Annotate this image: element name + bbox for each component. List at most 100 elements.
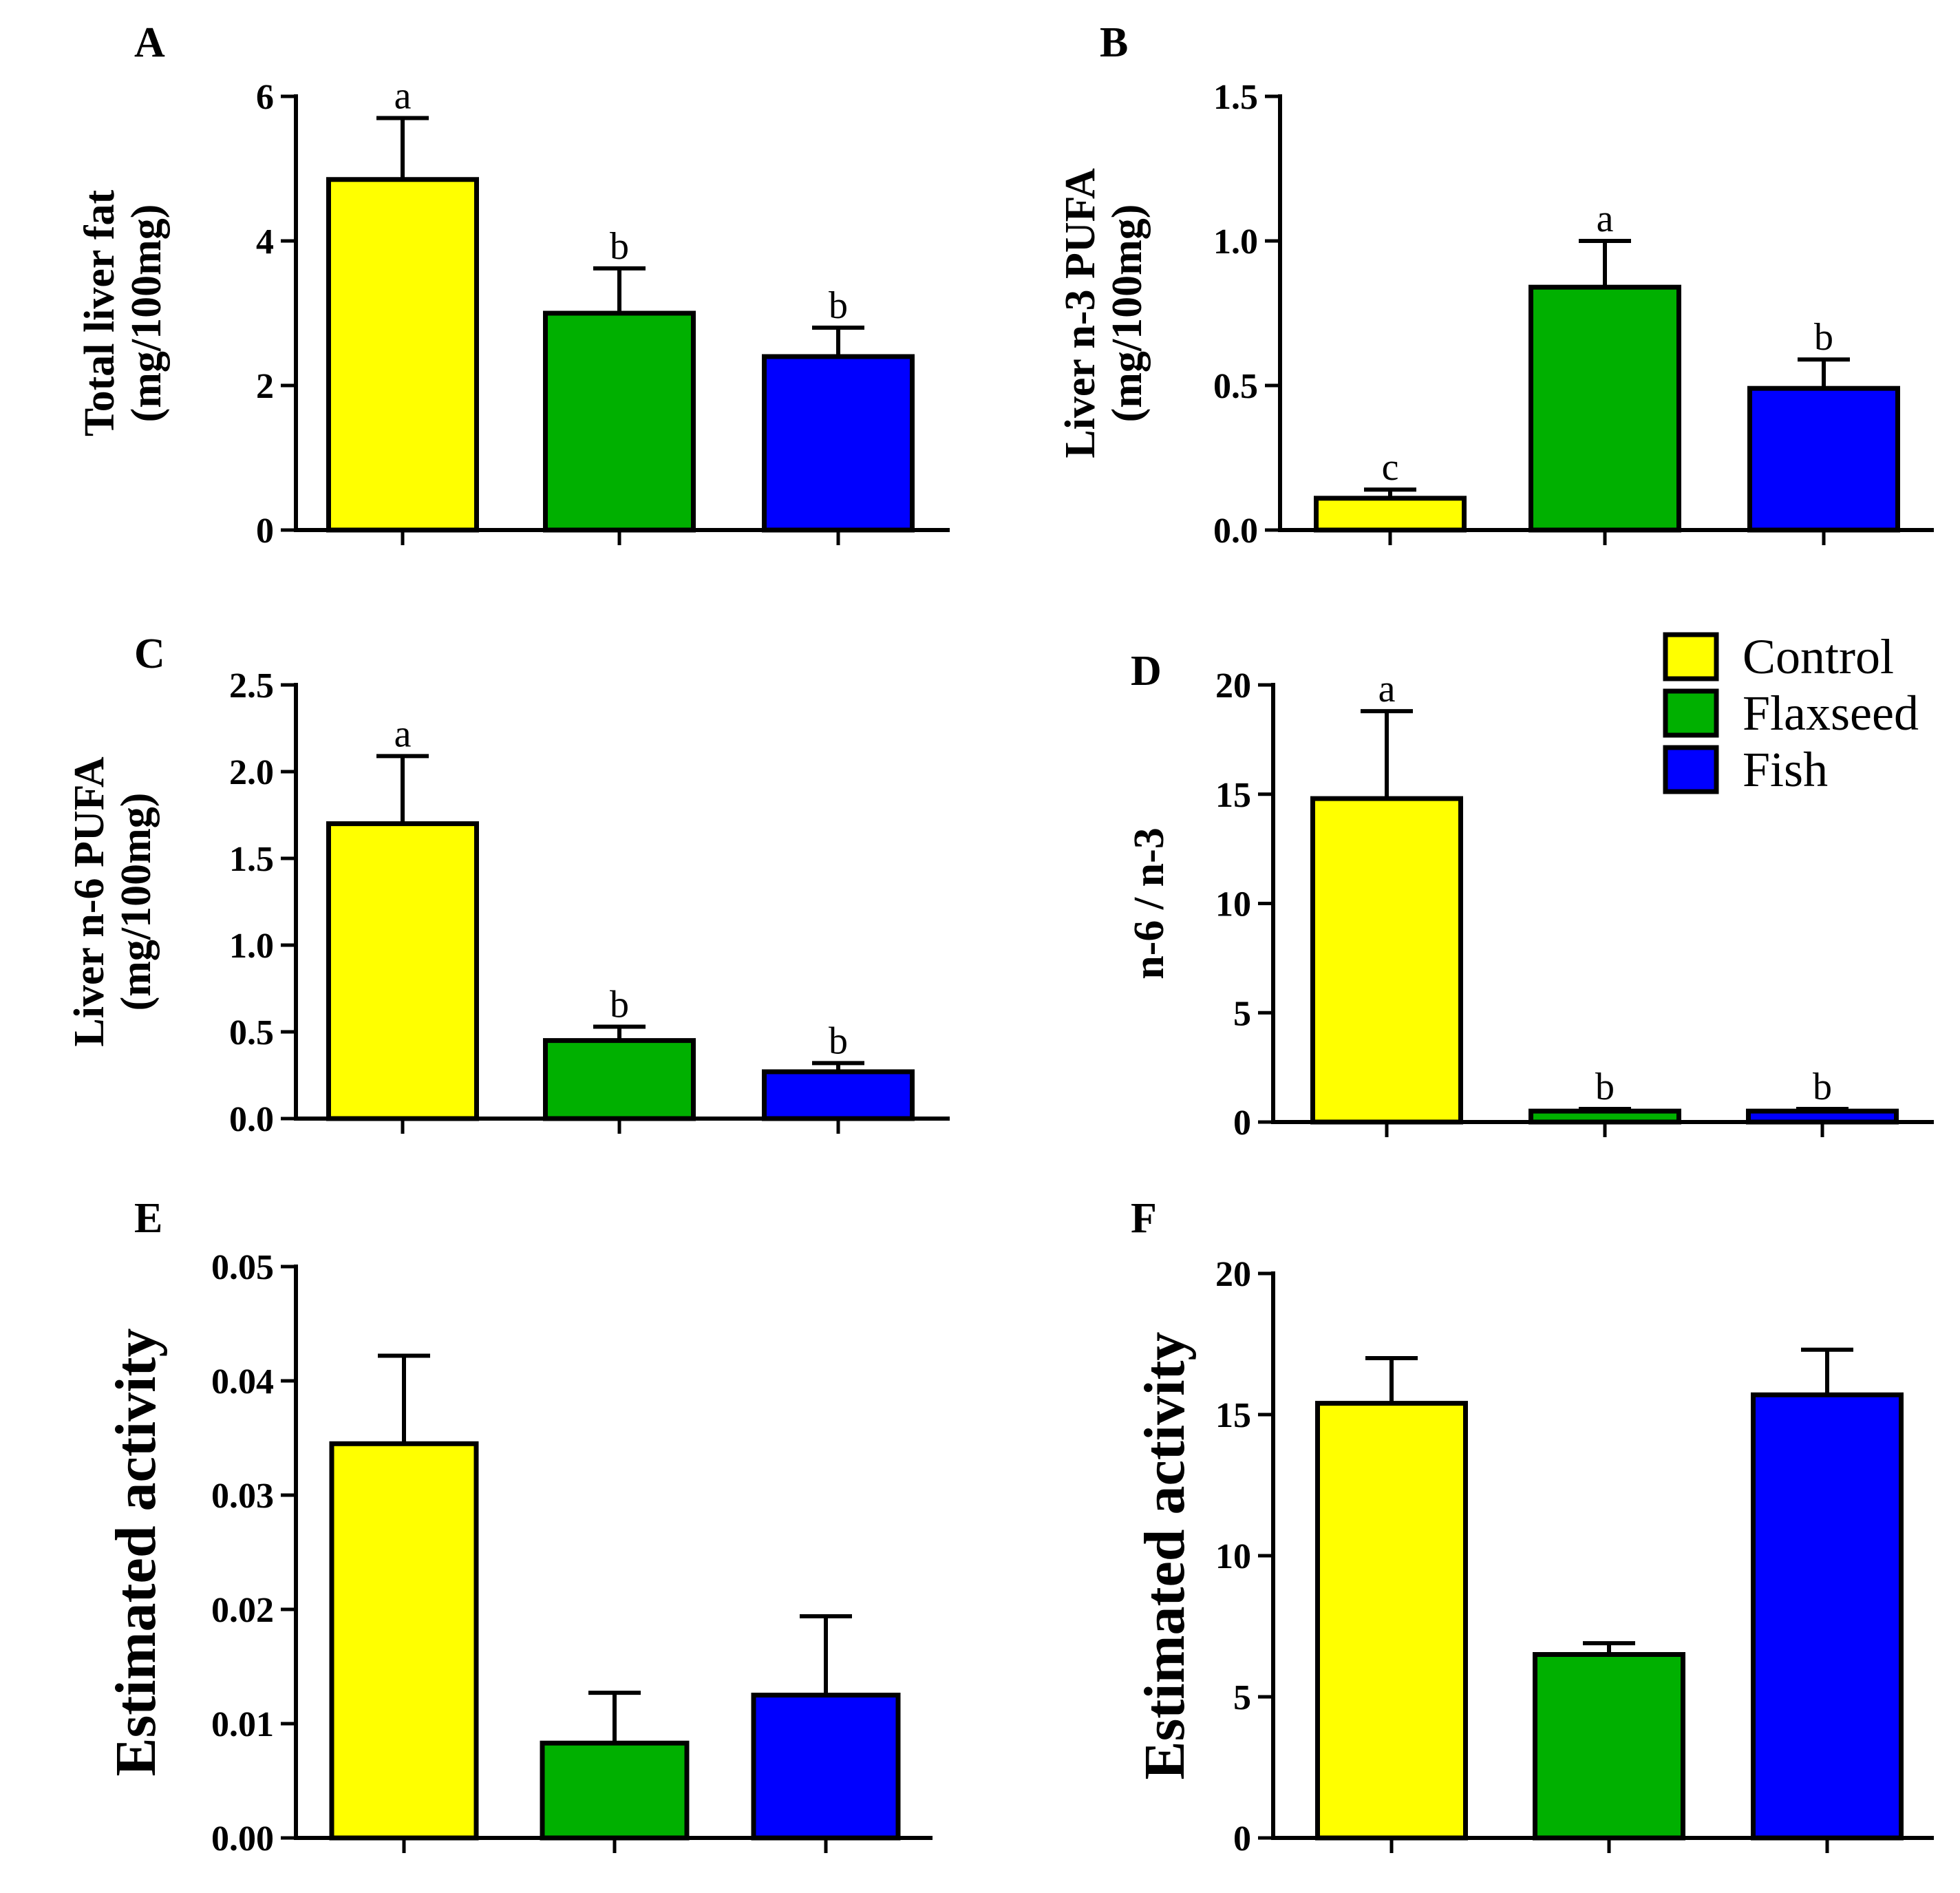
legend-label: Flaxseed — [1743, 686, 1919, 741]
panel-letter: F — [1131, 1195, 1157, 1242]
panel-letter: B — [1100, 19, 1128, 66]
chart-panel-c: Ca b b 0.0 0.5 1.0 1.5 2.0 2.5 Liver n-6 PUFA(mg/… — [66, 631, 950, 1139]
error-bar-flaxseed — [1579, 1106, 1631, 1112]
bar-fish — [762, 354, 915, 533]
y-tick-label: 10 — [1215, 885, 1251, 924]
bar-control — [1310, 796, 1463, 1125]
bar-control — [1315, 1401, 1468, 1841]
significance-letter: b — [610, 225, 629, 268]
error-bar-fish — [812, 1061, 864, 1072]
error-bar-fish — [812, 326, 864, 357]
y-tick-label: 1.0 — [229, 927, 274, 966]
y-axis-label-line: Liver n-6 PUFA — [66, 757, 113, 1047]
y-tick-label: 5 — [1233, 1678, 1251, 1717]
y-tick-label: 0.5 — [1213, 367, 1258, 406]
y-tick-label: 0.01 — [211, 1705, 274, 1744]
significance-letter: b — [829, 284, 848, 327]
y-tick-label: 5 — [1233, 994, 1251, 1033]
significance-letter: a — [1597, 198, 1614, 240]
y-axis-label-line: (mg/100mg) — [1104, 204, 1151, 423]
y-axis-label-line: (mg/100mg) — [113, 793, 160, 1011]
significance-letter: b — [1814, 316, 1833, 359]
y-axis-label-line: (mg/100mg) — [123, 204, 170, 423]
bar-flaxseed — [543, 310, 696, 533]
chart-panel-e: E 0.00 0.01 0.02 0.03 0.04 0.05 Estimated activ… — [104, 1195, 933, 1859]
bar-flaxseed — [1528, 284, 1681, 533]
y-tick-label: 15 — [1215, 1396, 1251, 1435]
y-tick-label: 0 — [256, 511, 274, 551]
error-bar-control — [1365, 1356, 1418, 1404]
y-tick-label: 1.5 — [229, 840, 274, 879]
error-bar-control — [1361, 709, 1413, 799]
y-tick-label: 2.5 — [229, 666, 274, 706]
y-tick-label: 0 — [1233, 1103, 1251, 1143]
bar-fish — [762, 1069, 915, 1121]
y-tick-label: 1.5 — [1213, 78, 1258, 117]
y-tick-label: 0.05 — [211, 1248, 274, 1287]
error-bar-control — [378, 1353, 430, 1444]
y-axis-label: n-6 / n-3 — [1126, 827, 1173, 979]
error-bar-fish — [1801, 1347, 1853, 1395]
error-bar-fish — [1796, 1106, 1849, 1112]
error-bar-control — [1364, 487, 1416, 498]
chart-panel-f: F 0 5 10 15 20 Estimated activity — [1131, 1195, 1934, 1859]
y-axis-label-line: Total liver fat — [76, 190, 123, 437]
y-axis-label-line: Liver n-3 PUFA — [1057, 168, 1104, 458]
panel-letter: A — [134, 19, 165, 66]
error-bar-flaxseed — [1579, 239, 1631, 288]
bar-flaxseed — [543, 1038, 696, 1121]
y-tick-label: 6 — [256, 78, 274, 117]
legend-label: Control — [1743, 629, 1894, 684]
bar-control — [1314, 496, 1467, 533]
y-tick-label: 20 — [1215, 666, 1251, 706]
error-bar-control — [376, 754, 429, 824]
significance-letter: b — [829, 1019, 848, 1062]
y-tick-label: 20 — [1215, 1255, 1251, 1294]
legend-swatch — [1663, 745, 1719, 794]
error-bar-flaxseed — [1583, 1641, 1635, 1655]
y-tick-label: 0.00 — [211, 1819, 274, 1859]
significance-letter: a — [394, 75, 412, 118]
legend-item-fish: Fish — [1663, 742, 1828, 797]
y-tick-label: 0.0 — [1213, 511, 1258, 551]
y-tick-label: 1.0 — [1213, 222, 1258, 262]
error-bar-flaxseed — [593, 1024, 646, 1041]
error-bar-flaxseed — [588, 1691, 641, 1744]
error-bar-flaxseed — [593, 266, 646, 313]
y-axis-label: Estimated activity — [1133, 1332, 1197, 1780]
legend-item-flaxseed: Flaxseed — [1663, 686, 1919, 741]
bar-control — [329, 1441, 479, 1841]
bar-fish — [751, 1693, 901, 1841]
panel-letter: D — [1131, 648, 1162, 695]
bar-control — [326, 821, 479, 1121]
y-tick-label: 2 — [256, 367, 274, 406]
significance-letter: c — [1382, 446, 1399, 489]
legend-swatch — [1663, 688, 1719, 738]
significance-letter: b — [610, 983, 629, 1026]
significance-letter: a — [394, 712, 412, 755]
y-tick-label: 0.02 — [211, 1591, 274, 1630]
legend-item-control: Control — [1663, 629, 1894, 684]
bar-flaxseed — [540, 1740, 690, 1841]
significance-letter: b — [1813, 1066, 1832, 1108]
y-tick-label: 0.5 — [229, 1013, 274, 1053]
y-axis-label: Liver n-6 PUFA(mg/100mg) — [66, 757, 160, 1047]
y-axis-label: Liver n-3 PUFA(mg/100mg) — [1057, 168, 1151, 458]
bar-flaxseed — [1533, 1652, 1685, 1841]
bar-fish — [1751, 1392, 1904, 1841]
significance-letter: a — [1378, 668, 1396, 710]
y-axis-label: Total liver fat(mg/100mg) — [76, 190, 170, 437]
y-tick-label: 0 — [1233, 1819, 1251, 1859]
error-bar-fish — [800, 1614, 852, 1695]
chart-panel-a: Aa b b 0 2 4 6 Total liver fat(mg/100mg) — [76, 19, 950, 551]
error-bar-fish — [1798, 357, 1850, 389]
legend-swatch — [1663, 632, 1719, 681]
significance-letter: b — [1595, 1066, 1615, 1108]
y-tick-label: 0.04 — [211, 1362, 274, 1402]
panel-letter: E — [134, 1195, 162, 1242]
y-axis-label: Estimated activity — [104, 1329, 168, 1777]
bar-fish — [1747, 385, 1900, 533]
